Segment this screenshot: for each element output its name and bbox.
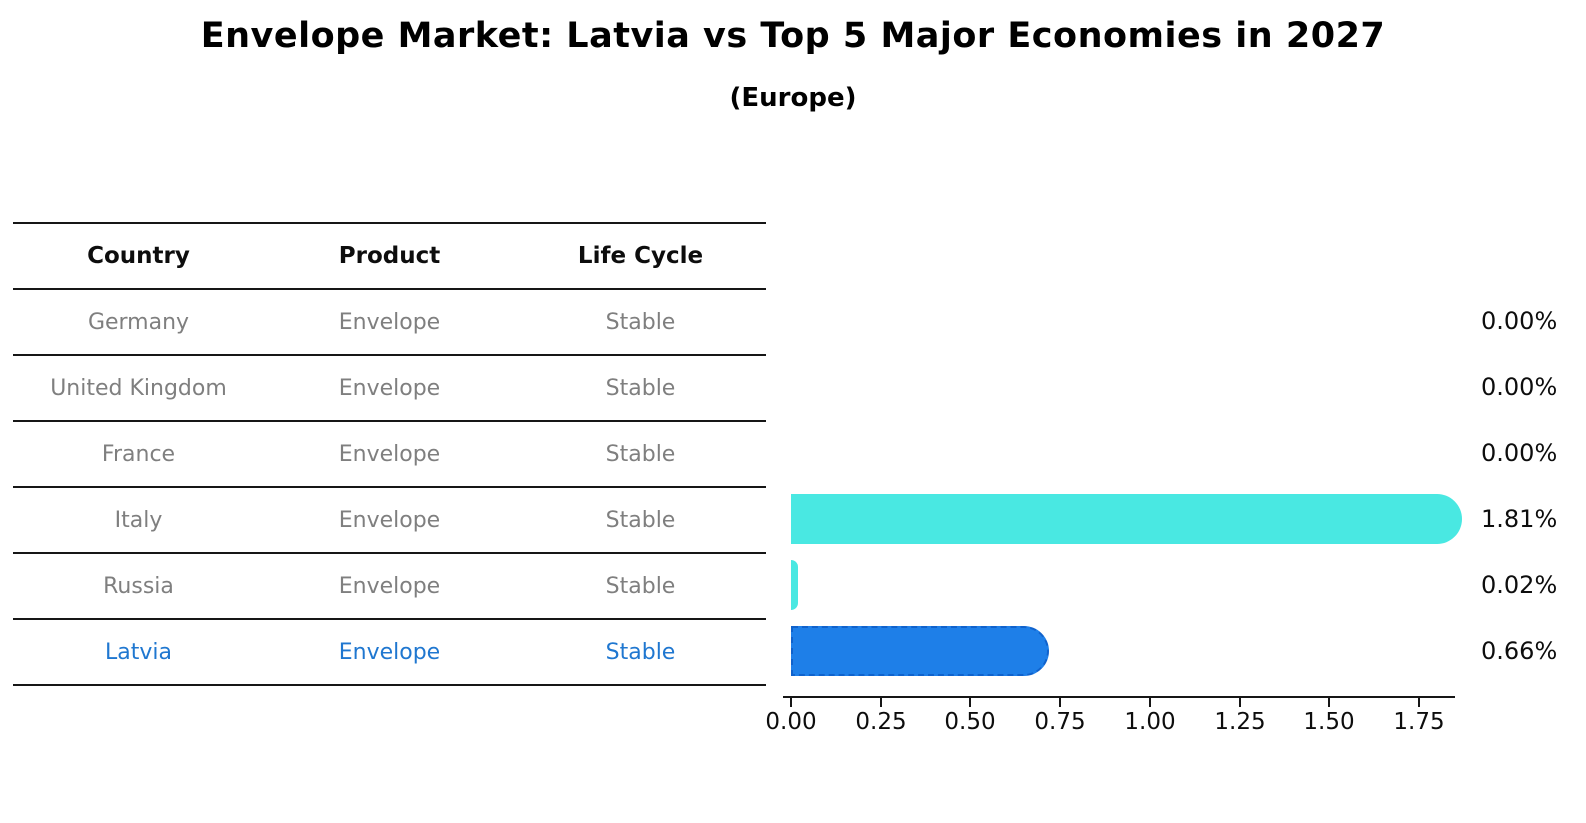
cell-life-cycle: Stable	[605, 573, 676, 599]
cell-product: Envelope	[338, 309, 441, 335]
x-axis-tick	[1328, 698, 1330, 707]
x-tick-label: 1.25	[1214, 709, 1266, 735]
x-axis-tick	[1149, 698, 1151, 707]
value-label-germany: 0.00%	[1481, 307, 1558, 335]
cell-product: Envelope	[338, 639, 441, 665]
x-tick-label: 0.75	[1034, 709, 1086, 735]
x-axis-tick	[1239, 698, 1241, 707]
column-header-life-cycle: Life Cycle	[577, 243, 704, 269]
table-row: United Kingdom Envelope Stable	[13, 356, 766, 422]
table-row: Italy Envelope Stable	[13, 488, 766, 554]
x-tick-label: 0.25	[855, 709, 907, 735]
cell-country: Italy	[114, 507, 163, 533]
table-row: Russia Envelope Stable	[13, 554, 766, 620]
x-tick-label: 1.00	[1124, 709, 1176, 735]
chart-title: Envelope Market: Latvia vs Top 5 Major E…	[200, 16, 1386, 56]
value-label-united-kingdom: 0.00%	[1481, 373, 1558, 401]
table-header-row: Country Product Life Cycle	[13, 224, 766, 290]
column-header-product: Product	[338, 243, 441, 269]
cell-country: United Kingdom	[50, 375, 227, 401]
value-label-france: 0.00%	[1481, 439, 1558, 467]
cell-country: Russia	[103, 573, 174, 599]
cell-life-cycle: Stable	[605, 309, 676, 335]
country-table: Country Product Life Cycle Germany Envel…	[13, 222, 766, 686]
cell-product: Envelope	[338, 441, 441, 467]
x-axis-tick	[1059, 698, 1061, 707]
cell-product: Envelope	[338, 375, 441, 401]
value-label-italy: 1.81%	[1481, 505, 1558, 533]
x-tick-label: 1.50	[1303, 709, 1355, 735]
cell-life-cycle: Stable	[605, 441, 676, 467]
cell-country: Latvia	[105, 639, 172, 665]
x-axis-tick	[969, 698, 971, 707]
value-label-latvia: 0.66%	[1481, 637, 1558, 665]
cell-product: Envelope	[338, 573, 441, 599]
x-axis-line	[783, 696, 1455, 698]
cell-life-cycle: Stable	[605, 375, 676, 401]
cell-product: Envelope	[338, 507, 441, 533]
cell-country: Germany	[87, 309, 190, 335]
cell-country: France	[101, 441, 176, 467]
chart-subtitle: (Europe)	[729, 83, 857, 113]
table-row-highlight-latvia: Latvia Envelope Stable	[13, 620, 766, 686]
column-header-country: Country	[87, 243, 190, 269]
x-tick-label: 0.00	[765, 709, 817, 735]
x-axis-tick	[880, 698, 882, 707]
table-row: France Envelope Stable	[13, 422, 766, 488]
cell-life-cycle: Stable	[605, 507, 676, 533]
x-axis-tick	[1418, 698, 1420, 707]
x-tick-label: 0.50	[944, 709, 996, 735]
bar-latvia-highlight	[791, 626, 1049, 676]
bar-russia	[791, 560, 799, 610]
value-label-russia: 0.02%	[1481, 571, 1558, 599]
x-tick-label: 1.75	[1393, 709, 1445, 735]
cell-life-cycle: Stable	[605, 639, 676, 665]
bar-italy	[791, 494, 1462, 544]
x-axis-tick	[790, 698, 792, 707]
table-row: Germany Envelope Stable	[13, 290, 766, 356]
